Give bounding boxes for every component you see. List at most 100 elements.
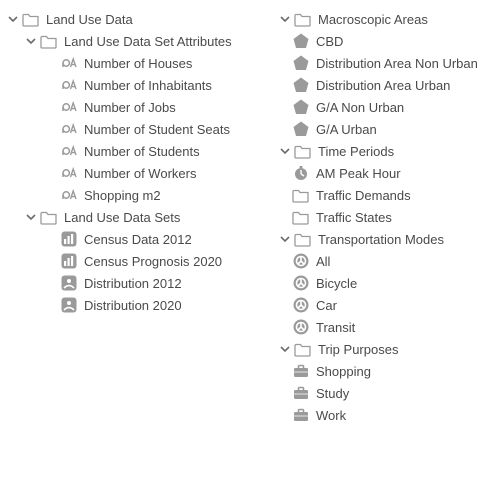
- mode-icon: [292, 296, 310, 314]
- folder-icon: [292, 208, 310, 226]
- tree-item-time[interactable]: AM Peak Hour: [276, 162, 498, 184]
- tree-label: Distribution Area Non Urban: [316, 56, 478, 71]
- tree-item-attribute[interactable]: Shopping m2: [4, 184, 276, 206]
- tree-label: Trip Purposes: [318, 342, 398, 357]
- tree-item-area[interactable]: G/A Urban: [276, 118, 498, 140]
- tree-item-mode[interactable]: All: [276, 250, 498, 272]
- tree-folder-data-sets[interactable]: Land Use Data Sets: [4, 206, 276, 228]
- chevron-down-icon: [278, 342, 292, 356]
- pentagon-icon: [292, 76, 310, 94]
- ua-icon: [60, 186, 78, 204]
- tree-item-attribute[interactable]: Number of Workers: [4, 162, 276, 184]
- tree-label: Land Use Data: [46, 12, 133, 27]
- tree-label: Shopping: [316, 364, 371, 379]
- tree-item-dataset[interactable]: Census Prognosis 2020: [4, 250, 276, 272]
- tree-item-area[interactable]: G/A Non Urban: [276, 96, 498, 118]
- tree-label: Census Data 2012: [84, 232, 192, 247]
- pentagon-icon: [292, 32, 310, 50]
- tree-item-purpose[interactable]: Shopping: [276, 360, 498, 382]
- briefcase-icon: [292, 362, 310, 380]
- tree-label: All: [316, 254, 330, 269]
- tree-item-mode[interactable]: Car: [276, 294, 498, 316]
- tree-folder-attributes[interactable]: Land Use Data Set Attributes: [4, 30, 276, 52]
- tree-label: G/A Urban: [316, 122, 377, 137]
- chevron-down-icon: [24, 34, 38, 48]
- tree-label: Transit: [316, 320, 355, 335]
- tree-label: Number of Student Seats: [84, 122, 230, 137]
- bars-icon: [60, 252, 78, 270]
- tree-label: Number of Inhabitants: [84, 78, 212, 93]
- tree-folder-traffic-demands[interactable]: Traffic Demands: [276, 184, 498, 206]
- tree-label: Shopping m2: [84, 188, 161, 203]
- folder-icon: [294, 142, 312, 160]
- tree-label: Land Use Data Sets: [64, 210, 180, 225]
- tree-folder-traffic-states[interactable]: Traffic States: [276, 206, 498, 228]
- tree-label: Macroscopic Areas: [318, 12, 428, 27]
- chevron-down-icon: [278, 232, 292, 246]
- tree-label: Work: [316, 408, 346, 423]
- chevron-down-icon: [6, 12, 20, 26]
- tree-label: Traffic Demands: [316, 188, 411, 203]
- tree-label: Car: [316, 298, 337, 313]
- mode-icon: [292, 274, 310, 292]
- tree-label: Number of Jobs: [84, 100, 176, 115]
- tree-item-dataset[interactable]: Distribution 2020: [4, 294, 276, 316]
- tree-label: Traffic States: [316, 210, 392, 225]
- tree-item-dataset[interactable]: Distribution 2012: [4, 272, 276, 294]
- ua-icon: [60, 164, 78, 182]
- mode-icon: [292, 318, 310, 336]
- pentagon-icon: [292, 120, 310, 138]
- tree-folder-transportation-modes[interactable]: Transportation Modes: [276, 228, 498, 250]
- tree-label: Number of Houses: [84, 56, 192, 71]
- ua-icon: [60, 98, 78, 116]
- tree-folder-land-use-data[interactable]: Land Use Data: [4, 8, 276, 30]
- bars-icon: [60, 230, 78, 248]
- tree-label: Distribution Area Urban: [316, 78, 450, 93]
- chevron-down-icon: [278, 144, 292, 158]
- tree-label: Study: [316, 386, 349, 401]
- tree-label: Time Periods: [318, 144, 394, 159]
- ua-icon: [60, 76, 78, 94]
- briefcase-icon: [292, 384, 310, 402]
- tree-label: Number of Workers: [84, 166, 196, 181]
- tree-item-attribute[interactable]: Number of Inhabitants: [4, 74, 276, 96]
- tree-label: Transportation Modes: [318, 232, 444, 247]
- ua-icon: [60, 54, 78, 72]
- distribution-icon: [60, 296, 78, 314]
- pentagon-icon: [292, 98, 310, 116]
- tree-item-area[interactable]: CBD: [276, 30, 498, 52]
- tree-folder-trip-purposes[interactable]: Trip Purposes: [276, 338, 498, 360]
- tree-label: Bicycle: [316, 276, 357, 291]
- ua-icon: [60, 120, 78, 138]
- folder-icon: [294, 230, 312, 248]
- clock-icon: [292, 164, 310, 182]
- tree-item-mode[interactable]: Bicycle: [276, 272, 498, 294]
- folder-icon: [22, 10, 40, 28]
- folder-icon: [40, 208, 58, 226]
- briefcase-icon: [292, 406, 310, 424]
- tree-item-purpose[interactable]: Study: [276, 382, 498, 404]
- tree-item-mode[interactable]: Transit: [276, 316, 498, 338]
- tree-item-attribute[interactable]: Number of Jobs: [4, 96, 276, 118]
- folder-icon: [294, 340, 312, 358]
- tree-label: Census Prognosis 2020: [84, 254, 222, 269]
- tree-item-area[interactable]: Distribution Area Non Urban: [276, 52, 498, 74]
- tree-item-attribute[interactable]: Number of Students: [4, 140, 276, 162]
- tree-folder-macroscopic-areas[interactable]: Macroscopic Areas: [276, 8, 498, 30]
- tree-item-attribute[interactable]: Number of Houses: [4, 52, 276, 74]
- tree-label: Distribution 2020: [84, 298, 182, 313]
- tree-item-area[interactable]: Distribution Area Urban: [276, 74, 498, 96]
- mode-icon: [292, 252, 310, 270]
- distribution-icon: [60, 274, 78, 292]
- tree-item-purpose[interactable]: Work: [276, 404, 498, 426]
- tree-label: Distribution 2012: [84, 276, 182, 291]
- folder-icon: [40, 32, 58, 50]
- tree-label: Land Use Data Set Attributes: [64, 34, 232, 49]
- tree-item-attribute[interactable]: Number of Student Seats: [4, 118, 276, 140]
- tree-folder-time-periods[interactable]: Time Periods: [276, 140, 498, 162]
- chevron-down-icon: [278, 12, 292, 26]
- chevron-down-icon: [24, 210, 38, 224]
- tree-label: Number of Students: [84, 144, 200, 159]
- tree-label: CBD: [316, 34, 343, 49]
- tree-item-dataset[interactable]: Census Data 2012: [4, 228, 276, 250]
